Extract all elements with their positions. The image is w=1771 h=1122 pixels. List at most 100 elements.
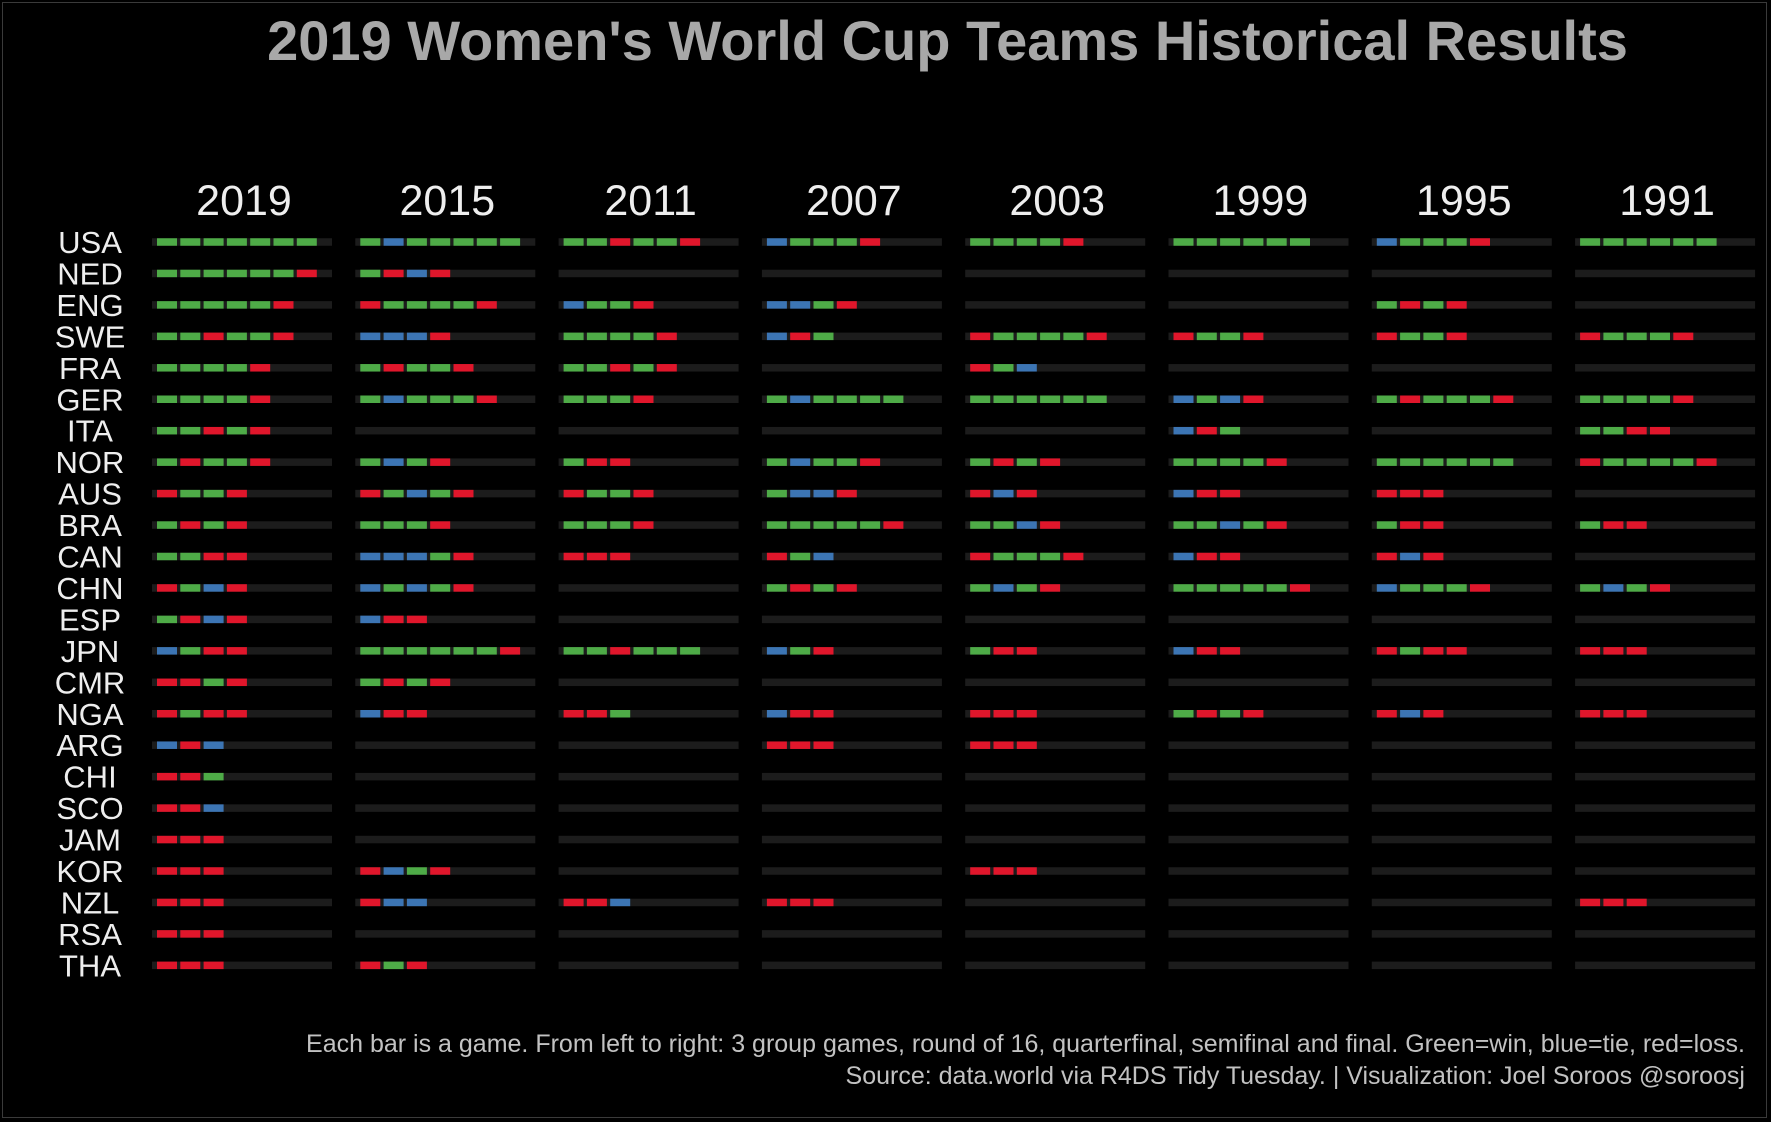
game-bar-jpn-2003-3 [1016, 647, 1037, 655]
game-bar-swe-1995-4 [1446, 332, 1467, 341]
game-bar-ita-2019-1 [157, 426, 177, 435]
game-bar-ger-2015-5 [453, 395, 474, 403]
game-bar-nzl-2015-3 [406, 898, 427, 907]
game-bar-swe-2003-6 [1086, 332, 1107, 341]
game-bar-swe-2019-1 [157, 332, 177, 341]
track-ned-1995 [1371, 269, 1552, 278]
track-aus-2003 [965, 489, 1146, 498]
game-bar-aus-2007-4 [836, 489, 857, 498]
team-label-arg: ARG [56, 728, 123, 763]
game-bar-bra-2019-1 [157, 521, 177, 529]
team-label-esp: ESP [59, 602, 121, 637]
game-bar-esp-2019-3 [203, 615, 224, 624]
game-bar-ned-2019-4 [226, 269, 247, 278]
game-bar-nga-2019-3 [203, 710, 224, 718]
game-bar-swe-2011-4 [633, 332, 654, 341]
track-ned-1991 [1575, 269, 1756, 278]
game-bar-can-1999-3 [1220, 552, 1241, 561]
game-bar-kor-2003-1 [970, 867, 991, 875]
game-bar-chn-2015-2 [383, 584, 404, 592]
game-bar-ger-2015-1 [360, 395, 381, 403]
game-bar-cmr-2015-2 [383, 678, 404, 687]
game-bar-nga-1995-2 [1400, 710, 1421, 718]
game-bar-can-2007-3 [813, 552, 834, 561]
game-bar-chn-2015-5 [453, 584, 474, 592]
game-bar-ger-1991-1 [1580, 395, 1601, 403]
game-bar-ger-2003-3 [1016, 395, 1037, 403]
game-bar-jpn-2011-1 [563, 647, 584, 655]
game-bar-nor-2015-2 [383, 458, 404, 466]
game-bar-ned-2015-3 [406, 269, 427, 278]
game-bar-aus-2019-1 [157, 489, 177, 498]
game-bar-jpn-1991-1 [1580, 647, 1601, 655]
game-bar-nga-1991-3 [1626, 710, 1647, 718]
game-bar-nga-2003-1 [970, 710, 991, 718]
game-bar-usa-2019-6 [273, 238, 294, 246]
game-bar-chn-2019-1 [157, 584, 177, 592]
track-eng-1991 [1575, 301, 1756, 309]
game-bar-kor-2015-4 [430, 867, 451, 875]
track-sco-2015 [355, 804, 536, 812]
game-bar-aus-2003-1 [970, 489, 991, 498]
game-bar-nor-1991-4 [1650, 458, 1670, 466]
game-bar-chn-1995-3 [1423, 584, 1444, 592]
track-nzl-1995 [1371, 898, 1552, 907]
caption-line-2: Source: data.world via R4DS Tidy Tuesday… [845, 1062, 1745, 1090]
game-bar-nor-2007-5 [860, 458, 881, 466]
game-bar-nor-1999-5 [1266, 458, 1287, 466]
game-bar-bra-2011-1 [563, 521, 584, 529]
game-bar-nor-2003-2 [993, 458, 1014, 466]
game-bar-chn-1999-2 [1196, 584, 1217, 592]
game-bar-jpn-1991-3 [1626, 647, 1647, 655]
track-rsa-2007 [761, 930, 942, 938]
game-bar-eng-2007-1 [766, 301, 787, 309]
game-bar-chn-1995-5 [1470, 584, 1490, 592]
game-bar-can-2003-3 [1016, 552, 1037, 561]
game-bar-nga-1991-2 [1603, 710, 1624, 718]
game-bar-swe-2007-1 [766, 332, 787, 341]
game-bar-ita-2019-2 [180, 426, 201, 435]
game-bar-usa-2015-7 [500, 238, 521, 246]
game-bar-fra-2011-1 [563, 364, 584, 372]
game-bar-eng-2019-5 [250, 301, 271, 309]
game-bar-chn-1995-2 [1400, 584, 1421, 592]
team-label-fra: FRA [59, 351, 121, 386]
game-bar-swe-1995-1 [1376, 332, 1397, 341]
team-label-nzl: NZL [61, 885, 120, 920]
game-bar-nga-1995-3 [1423, 710, 1444, 718]
game-bar-esp-2015-2 [383, 615, 404, 624]
game-bar-chi-2019-2 [180, 772, 201, 781]
game-bar-nor-2019-1 [157, 458, 177, 466]
game-bar-bra-2011-3 [610, 521, 631, 529]
track-ita-2003 [965, 426, 1146, 435]
game-bar-jpn-2007-2 [790, 647, 811, 655]
track-tha-1991 [1575, 961, 1756, 970]
game-bar-eng-2015-5 [453, 301, 474, 309]
game-bar-aus-2011-3 [610, 489, 631, 498]
game-bar-fra-2015-5 [453, 364, 474, 372]
game-bar-usa-2007-1 [766, 238, 787, 246]
game-bar-usa-2015-5 [453, 238, 474, 246]
game-bar-ita-2019-3 [203, 426, 224, 435]
game-bar-bra-2015-1 [360, 521, 381, 529]
track-bra-1995 [1371, 521, 1552, 529]
track-tha-2019 [152, 961, 332, 970]
game-bar-chn-1999-4 [1243, 584, 1264, 592]
game-bar-bra-2003-1 [970, 521, 991, 529]
game-bar-nzl-1991-2 [1603, 898, 1624, 907]
game-bar-eng-2007-2 [790, 301, 811, 309]
game-bar-bra-1999-4 [1243, 521, 1264, 529]
track-nga-1995 [1371, 710, 1552, 718]
track-tha-1999 [1168, 961, 1349, 970]
game-bar-usa-1999-2 [1196, 238, 1217, 246]
team-label-ger: GER [56, 382, 123, 417]
game-bar-can-1999-2 [1196, 552, 1217, 561]
game-bar-chn-2019-3 [203, 584, 224, 592]
game-bar-nga-2011-1 [563, 710, 584, 718]
game-bar-kor-2019-3 [203, 867, 224, 875]
track-arg-1999 [1168, 741, 1349, 749]
game-bar-nga-2019-1 [157, 710, 177, 718]
game-bar-usa-2019-5 [250, 238, 271, 246]
game-bar-ned-2019-6 [273, 269, 294, 278]
game-bar-ned-2015-2 [383, 269, 404, 278]
